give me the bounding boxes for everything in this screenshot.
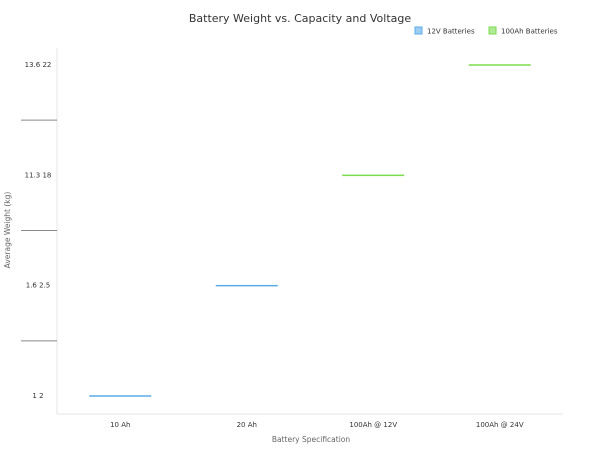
legend-label: 100Ah Batteries — [501, 28, 558, 36]
y-axis-label: Average Weight (kg) — [3, 192, 12, 269]
x-tick-label: 10 Ah — [110, 421, 130, 429]
y-tick-label: 11.3 18 — [25, 171, 52, 179]
x-axis-label: Battery Specification — [272, 435, 351, 444]
legend-swatch — [488, 26, 497, 35]
x-tick-label: 100Ah @ 24V — [476, 421, 524, 429]
y-tick-label: 1.6 2.5 — [26, 282, 51, 290]
y-tick-label: 1 2 — [32, 392, 43, 400]
chart-title: Battery Weight vs. Capacity and Voltage — [189, 12, 412, 25]
bar — [215, 284, 278, 287]
legend-label: 12V Batteries — [427, 28, 475, 36]
bar — [468, 64, 531, 66]
x-tick-label: 100Ah @ 12V — [349, 421, 397, 429]
bar — [89, 395, 152, 397]
bar — [342, 174, 405, 177]
x-tick-label: 20 Ah — [237, 421, 257, 429]
y-tick-label: 13.6 22 — [25, 61, 52, 69]
legend-swatch — [414, 26, 423, 35]
